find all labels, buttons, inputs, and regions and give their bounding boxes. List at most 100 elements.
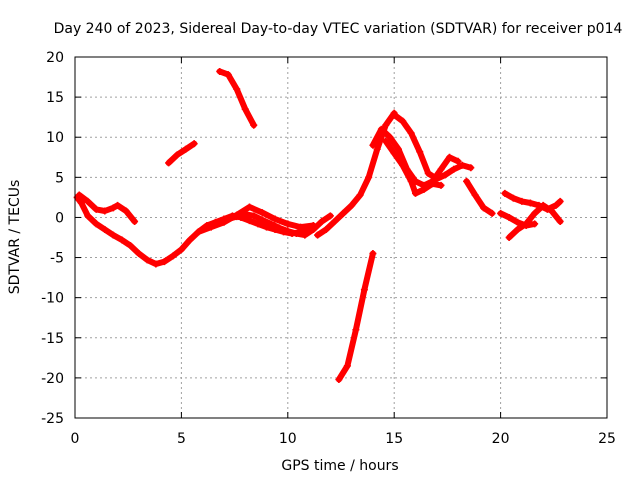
data-point <box>245 217 253 225</box>
data-point <box>360 286 368 294</box>
data-point <box>394 145 402 153</box>
data-point <box>233 85 241 93</box>
data-point <box>92 205 100 213</box>
data-point <box>411 189 419 197</box>
y-tick-label: 0 <box>55 210 64 226</box>
axis-ticks: 0 5 10 15 20 25 -25 -20 -15 -10 -5 0 5 10 15 20 <box>41 50 616 447</box>
series-line <box>463 178 496 217</box>
data-point <box>416 148 424 156</box>
data-point <box>556 217 564 225</box>
data-point <box>463 177 471 185</box>
data-point <box>501 189 509 197</box>
y-tick-label: -10 <box>41 291 64 307</box>
data-point <box>160 258 168 266</box>
data-series <box>73 67 564 383</box>
data-point <box>109 231 117 239</box>
data-point <box>518 197 526 205</box>
data-point <box>407 129 415 137</box>
data-point <box>348 201 356 209</box>
data-point <box>429 180 437 188</box>
data-point <box>258 216 266 224</box>
data-point <box>109 204 117 212</box>
data-point <box>182 145 190 153</box>
data-point <box>471 191 479 199</box>
data-point <box>450 165 458 173</box>
data-point <box>177 246 185 254</box>
data-point <box>531 209 539 217</box>
data-point <box>135 250 143 258</box>
series-arc-m <box>216 67 258 129</box>
y-tick-label: -15 <box>41 331 64 347</box>
x-tick-label: 5 <box>177 431 186 447</box>
series-line <box>76 192 138 225</box>
data-point <box>377 125 385 133</box>
y-tick-label: -25 <box>41 411 64 427</box>
data-point <box>509 194 517 202</box>
series-arc-l <box>497 209 539 229</box>
data-point <box>441 171 449 179</box>
data-point <box>250 212 258 220</box>
series-line <box>216 68 257 129</box>
data-point <box>190 140 198 148</box>
y-tick-label: -5 <box>50 251 64 267</box>
y-tick-label: -20 <box>41 371 64 387</box>
data-point <box>424 169 432 177</box>
series-arc-h <box>382 137 445 197</box>
data-point <box>365 173 373 181</box>
data-point <box>373 145 381 153</box>
data-point <box>152 260 160 268</box>
data-point <box>207 223 215 231</box>
data-point <box>339 209 347 217</box>
data-point <box>77 199 85 207</box>
data-point <box>505 213 513 221</box>
data-point <box>224 71 232 79</box>
series-line <box>195 204 317 235</box>
data-point <box>539 201 547 209</box>
data-point <box>531 220 539 228</box>
data-point <box>386 133 394 141</box>
y-tick-label: 20 <box>46 50 64 66</box>
data-point <box>369 141 377 149</box>
x-axis-label: GPS time / hours <box>281 458 398 474</box>
data-point <box>399 161 407 169</box>
data-point <box>526 199 534 207</box>
x-tick-label: 10 <box>279 431 297 447</box>
data-point <box>275 224 283 232</box>
data-point <box>169 252 177 260</box>
y-tick-label: 10 <box>46 130 64 146</box>
data-point <box>165 159 173 167</box>
data-point <box>241 210 249 218</box>
y-axis-label: SDTVAR / TECUs <box>7 180 23 295</box>
data-point <box>284 227 292 235</box>
data-point <box>488 209 496 217</box>
data-point <box>224 215 232 223</box>
data-point <box>118 236 126 244</box>
data-point <box>369 250 377 258</box>
data-point <box>446 153 454 161</box>
data-point <box>84 212 92 220</box>
data-point <box>186 236 194 244</box>
data-point <box>556 197 564 205</box>
data-point <box>514 225 522 233</box>
data-point <box>548 207 556 215</box>
data-point <box>194 228 202 236</box>
data-point <box>297 223 305 231</box>
data-point <box>382 121 390 129</box>
data-point <box>522 221 530 229</box>
chart-title: Day 240 of 2023, Sidereal Day-to-day VTE… <box>54 21 623 37</box>
data-point <box>101 225 109 233</box>
series-line <box>165 140 198 166</box>
data-point <box>258 209 266 217</box>
data-point <box>480 204 488 212</box>
x-tick-label: 0 <box>71 431 80 447</box>
data-point <box>352 326 360 334</box>
data-point <box>390 111 398 119</box>
data-point <box>216 67 224 75</box>
series-arc-b <box>75 191 139 225</box>
series-line <box>382 138 444 197</box>
data-point <box>267 220 275 228</box>
data-point <box>309 225 317 233</box>
series-arc-d <box>224 210 334 239</box>
data-point <box>399 117 407 125</box>
x-tick-label: 20 <box>492 431 510 447</box>
